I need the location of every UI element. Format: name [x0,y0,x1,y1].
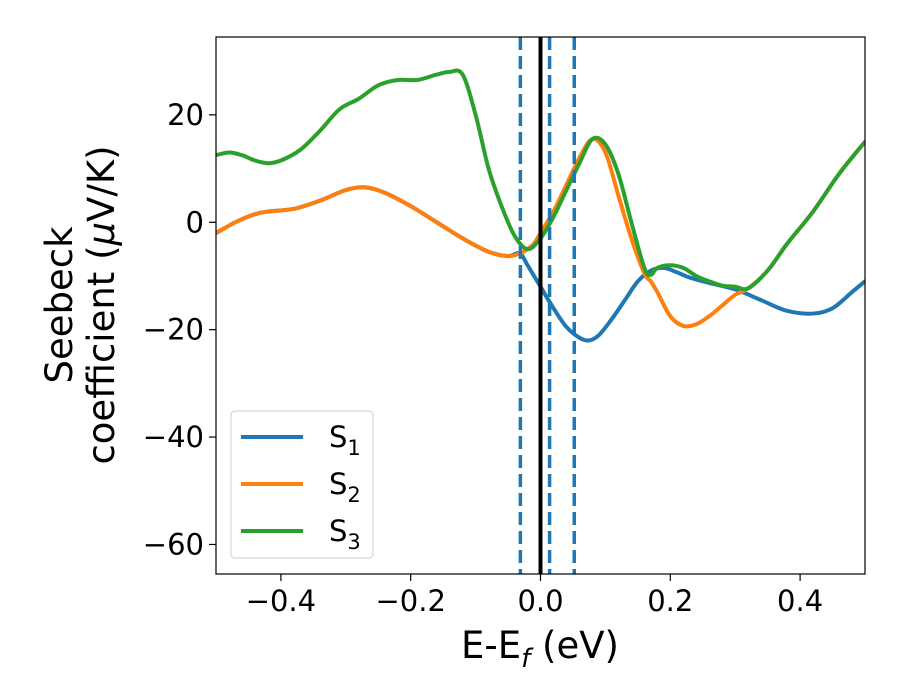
plot-area [216,37,865,574]
x-axis: −0.4 −0.2 0.0 0.2 0.4 [246,574,823,618]
x-tick-label: −0.4 [246,584,316,618]
y-tick-label: 20 [167,98,204,132]
x-tick-label: 0.2 [647,584,693,618]
x-tick-label: 0.0 [517,584,563,618]
series-line-s3 [216,68,865,292]
y-tick-label: −20 [143,313,204,347]
y-tick-label: −60 [143,527,204,561]
x-tick-label: −0.2 [375,584,445,618]
y-tick-label: −40 [143,420,204,454]
x-axis-label: E-Ef (eV) [461,624,619,674]
y-axis-label-line2: coefficient (μV/K) [80,145,123,464]
y-axis: 20 0 −20 −40 −60 [143,98,216,561]
x-tick-label: 0.4 [777,584,823,618]
y-axis-label-line1: Seebeck [38,226,81,384]
y-axis-label: Seebeck coefficient (μV/K) [38,145,123,464]
y-tick-label: 0 [186,205,204,239]
